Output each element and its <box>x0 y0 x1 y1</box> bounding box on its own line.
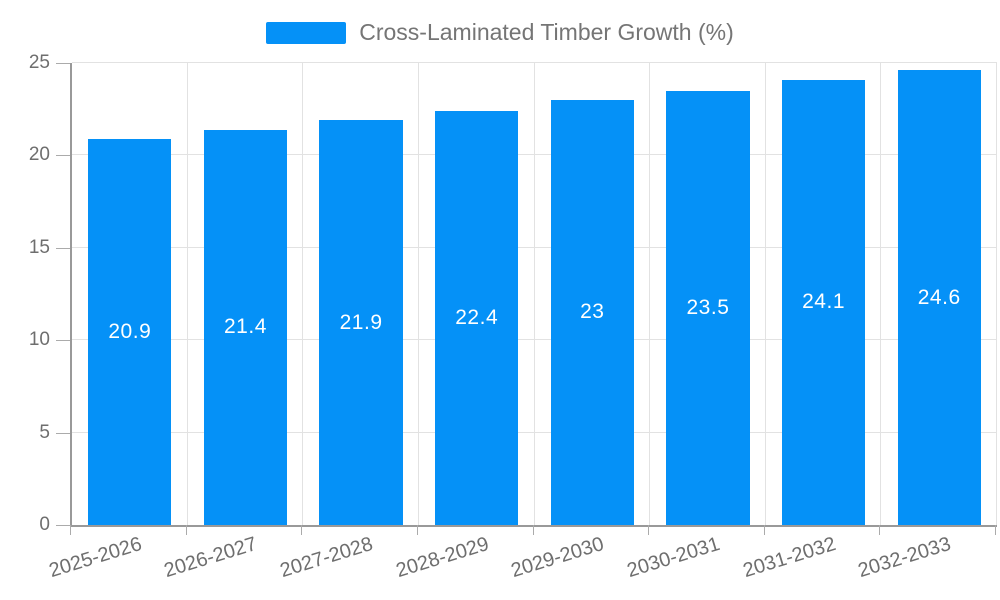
y-axis-tick <box>56 340 70 342</box>
y-axis-tick <box>56 432 70 434</box>
bar[interactable]: 23 <box>550 99 634 525</box>
bar-value-label: 22.4 <box>455 306 499 330</box>
bar-value-label: 23.5 <box>686 295 730 319</box>
bar-value-label: 21.4 <box>224 315 267 339</box>
x-axis-tick <box>416 525 418 535</box>
gridline-horizontal <box>72 246 997 248</box>
gridline-horizontal <box>72 154 997 156</box>
x-axis-tick <box>995 525 996 535</box>
bar[interactable]: 23.5 <box>666 90 750 525</box>
y-axis-tick-label: 5 <box>39 421 50 443</box>
gridline-horizontal <box>72 62 997 63</box>
gridline-vertical <box>186 63 188 525</box>
bar[interactable]: 20.9 <box>88 138 172 525</box>
y-axis-tick <box>56 63 70 64</box>
gridline-vertical <box>996 63 997 525</box>
x-axis-tick <box>763 525 765 535</box>
bar[interactable]: 24.6 <box>897 70 981 525</box>
y-axis-tick <box>56 155 70 157</box>
legend-swatch <box>266 22 347 44</box>
x-axis-tick <box>879 525 881 535</box>
gridline-vertical <box>533 63 535 525</box>
x-axis-tick <box>648 525 650 535</box>
y-axis-tick-label: 0 <box>39 514 50 535</box>
legend-label: Cross-Laminated Timber Growth (%) <box>359 19 734 46</box>
bar[interactable]: 22.4 <box>435 111 519 525</box>
y-axis-tick-label: 20 <box>28 144 50 166</box>
legend[interactable]: Cross-Laminated Timber Growth (%) <box>0 14 1000 52</box>
bar-value-label: 21.9 <box>339 310 383 334</box>
bar-value-label: 23 <box>580 300 605 324</box>
bar[interactable]: 21.4 <box>203 129 288 525</box>
y-axis-tick <box>56 525 70 526</box>
gridline-vertical <box>302 63 304 525</box>
gridline-vertical <box>880 63 882 525</box>
x-axis-tick <box>532 525 534 535</box>
gridline-vertical <box>649 63 651 525</box>
x-axis-tick <box>185 525 187 535</box>
gridline-horizontal <box>72 339 997 341</box>
bar[interactable]: 24.1 <box>781 79 866 525</box>
x-axis-tick <box>301 525 303 535</box>
bar-value-label: 20.9 <box>108 319 152 343</box>
bar[interactable]: 21.9 <box>319 120 403 525</box>
x-axis-tick <box>70 525 71 535</box>
gridline-vertical <box>417 63 419 525</box>
y-axis-tick-label: 15 <box>28 236 50 258</box>
bar-value-label: 24.1 <box>802 290 845 314</box>
y-axis-tick <box>56 247 70 249</box>
gridline-horizontal <box>72 431 997 433</box>
bar-value-label: 24.6 <box>917 285 961 309</box>
gridline-vertical <box>764 63 766 525</box>
plot-area: 20.9 21.4 21.9 22.4 23 23.5 24.1 24.6 <box>70 62 997 527</box>
y-axis-tick-label: 25 <box>28 52 50 73</box>
y-axis-tick-label: 10 <box>28 329 50 351</box>
